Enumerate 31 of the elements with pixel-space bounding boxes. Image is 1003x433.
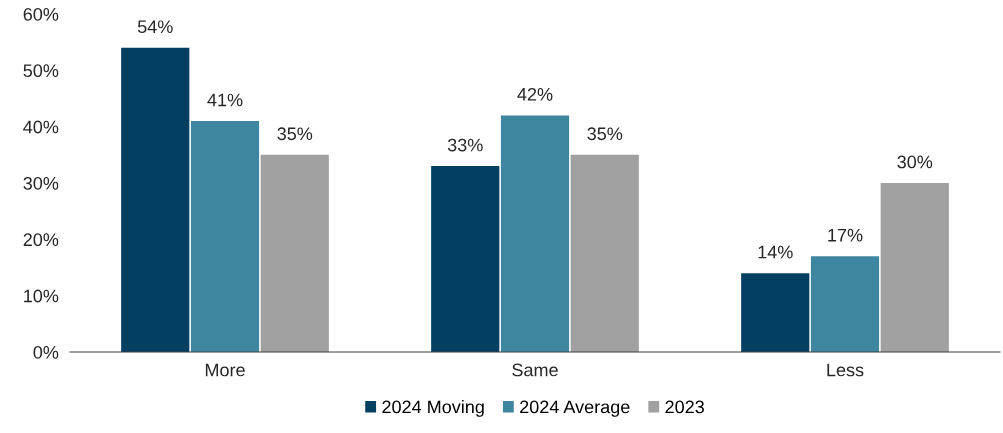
data-label: 41% [207,93,243,107]
y-tick-label: 10% [24,289,59,303]
bar [121,47,190,352]
bar [500,115,570,352]
data-label: 42% [517,87,553,101]
bar [810,256,880,352]
data-label: 14% [758,245,793,259]
bar [260,154,329,352]
y-tick-label: 30% [23,176,59,190]
legend-label: 2024 Moving [382,400,484,417]
data-label: 17% [828,228,863,242]
y-tick-label: 20% [23,233,59,247]
bar [431,166,500,352]
y-tick-label: 60% [23,7,59,21]
bar [880,183,949,352]
x-tick-label: Less [827,363,864,377]
y-tick-label: 40% [23,120,59,134]
data-label: 33% [447,138,483,152]
y-tick-label: 0% [33,345,59,359]
bar [741,273,810,352]
bar [190,121,260,352]
data-label: 54% [137,20,173,34]
x-tick-label: Same [512,363,558,377]
x-tick-label: More [205,363,245,377]
data-label: 35% [277,127,313,141]
y-tick-label: 50% [23,64,59,78]
legend-label: 2024 Average [520,400,630,417]
data-label: 35% [587,127,623,141]
bar [570,154,639,352]
data-label: 30% [897,155,933,169]
legend-label: 2023 [665,400,704,414]
